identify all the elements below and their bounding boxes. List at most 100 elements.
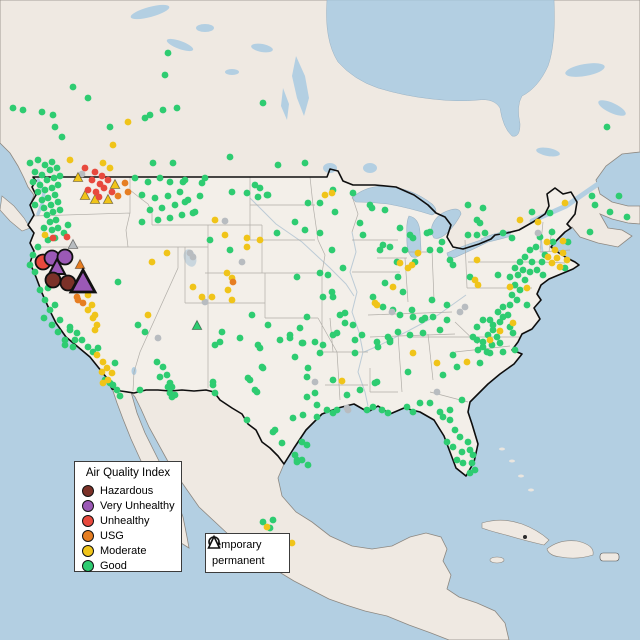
station-dot [473,231,481,239]
station-dot [49,208,57,216]
station-dot [19,106,27,114]
station-dot [369,293,377,301]
station-dot [316,349,324,357]
station-dot [399,288,407,296]
station-dot [553,254,561,262]
station-dot [443,301,451,309]
station-dot [313,413,321,421]
station-dot [84,343,92,351]
station-dot [494,308,502,316]
station-dot [88,301,96,309]
station-dot [369,403,377,411]
station-dot [131,174,139,182]
station-dot [73,329,81,337]
station-dot [156,373,164,381]
station-dot [356,219,364,227]
station-dot [489,326,497,334]
station-dot [506,273,514,281]
station-dot [349,321,357,329]
station-dot [469,451,477,459]
station-dot [466,469,474,477]
station-dot [458,396,466,404]
station-dot [248,311,256,319]
station-dot [464,201,472,209]
station-dot [379,303,387,311]
station-dot [40,314,48,322]
station-dot [351,349,359,357]
v-color-swatch [82,499,94,512]
station-dot [534,229,542,237]
station-dot [49,234,57,242]
station-dot [243,243,251,251]
station-dot [93,351,101,359]
station-dot [166,214,174,222]
station-dot [94,344,102,352]
station-dot [356,386,364,394]
aqi-legend-title: Air Quality Index [85,467,171,479]
puerto-rico [599,552,620,562]
station-dot [173,104,181,112]
station-dot [211,341,219,349]
station-dot [474,346,482,354]
station-dot [56,206,64,214]
station-dot [84,186,92,194]
station-dot [211,216,219,224]
station-dot [523,535,527,539]
station-dot [66,323,74,331]
station-dot [433,359,441,367]
station-dot [449,261,457,269]
station-dot [34,156,42,164]
station-dot [559,237,567,245]
station-dot [406,331,414,339]
station-dot [79,189,91,200]
station-dot [291,218,299,226]
station-dot [44,194,52,202]
station-dot [114,278,122,286]
station-dot [108,188,116,196]
station-dot [451,426,459,434]
station-dot [473,323,481,331]
station-dot [54,224,62,232]
station-dot [274,161,282,169]
station-dot [615,192,623,200]
station-dot [339,264,347,272]
station-dot [226,153,234,161]
station-dot [416,399,424,407]
station-dot [41,296,49,304]
station-dot [408,306,416,314]
station-dot [171,391,179,399]
station-dot [98,172,106,180]
station-dot [161,71,169,79]
station-dot [56,248,74,266]
station-dot [106,164,114,172]
station-dot [319,293,327,301]
station-dot [72,171,84,182]
station-dot [401,246,409,254]
station-dot [333,329,341,337]
aqi-legend-label: USG [100,529,124,542]
station-dot [113,386,121,394]
station-dot [466,273,474,281]
station-dot [396,311,404,319]
station-dot [221,231,229,239]
station-dot [508,291,516,299]
station-dot [148,258,156,266]
station-dot [603,123,611,131]
station-dot [84,94,92,102]
station-dot [373,301,381,309]
station-dot [166,379,174,387]
station-dot [134,321,142,329]
station-dot [216,338,224,346]
station-dot [329,293,337,301]
station-dot [426,399,434,407]
caribbean-islands [481,447,620,564]
station-dot [509,329,517,337]
station-dot [494,271,502,279]
station-dot [528,208,536,216]
station-dot [236,334,244,342]
station-dot [58,133,66,141]
station-dot [176,188,184,196]
station-dot [301,226,309,234]
cuba [481,519,550,546]
station-dot [323,406,331,414]
